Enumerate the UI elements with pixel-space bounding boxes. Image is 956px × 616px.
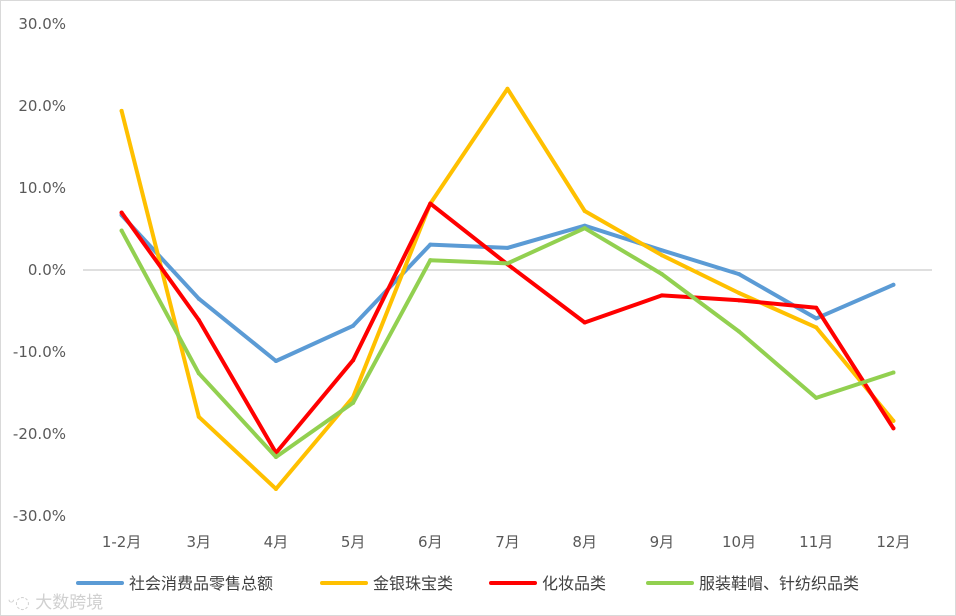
y-axis-labels: 30.0% 20.0% 10.0% 0.0% -10.0% -20.0% -30.0%: [13, 15, 66, 525]
data-point: [196, 318, 201, 323]
y-tick-label: -30.0%: [13, 507, 66, 525]
x-tick-label: 4月: [264, 533, 289, 551]
data-point: [891, 282, 896, 287]
data-point: [582, 226, 587, 231]
data-point: [351, 358, 356, 363]
watermark-icon: ᵕ◌: [8, 593, 30, 613]
data-point: [659, 272, 664, 277]
data-point: [505, 245, 510, 250]
data-point: [196, 414, 201, 419]
data-point: [351, 323, 356, 328]
data-point: [814, 325, 819, 330]
x-tick-label: 11月: [799, 533, 833, 551]
data-point: [582, 320, 587, 325]
data-point: [659, 248, 664, 253]
series-line-1: [119, 213, 896, 363]
data-point: [737, 298, 742, 303]
data-point: [428, 242, 433, 247]
data-point: [351, 400, 356, 405]
data-point: [119, 108, 124, 113]
data-point: [428, 201, 433, 206]
x-tick-label: 3月: [186, 533, 211, 551]
x-tick-label: 7月: [495, 533, 520, 551]
data-point: [814, 305, 819, 310]
data-point: [273, 454, 278, 459]
watermark-text: 大数跨境: [35, 593, 104, 613]
x-tick-label: 8月: [572, 533, 597, 551]
data-point: [891, 418, 896, 423]
x-tick-label: 5月: [341, 533, 366, 551]
data-point: [196, 296, 201, 301]
x-tick-label: 1-2月: [102, 533, 142, 551]
data-point: [891, 370, 896, 375]
x-tick-label: 6月: [418, 533, 443, 551]
data-point: [119, 228, 124, 233]
data-point: [737, 290, 742, 295]
watermark: ᵕ◌ 大数跨境: [8, 588, 103, 613]
data-point: [273, 359, 278, 364]
data-point: [273, 486, 278, 491]
x-tick-label: 12月: [876, 533, 910, 551]
legend-label: 化妆品类: [542, 574, 606, 593]
legend-label: 社会消费品零售总额: [129, 574, 273, 593]
data-point: [119, 210, 124, 215]
data-point: [891, 426, 896, 431]
data-point: [582, 208, 587, 213]
data-point: [737, 272, 742, 277]
y-tick-label: -20.0%: [13, 425, 66, 443]
data-point: [737, 329, 742, 334]
y-tick-label: 10.0%: [18, 179, 66, 197]
legend-label: 服装鞋帽、针纺织品类: [699, 574, 859, 593]
y-tick-label: 20.0%: [18, 97, 66, 115]
data-point: [505, 261, 510, 266]
y-tick-label: 0.0%: [28, 261, 66, 279]
x-axis-labels: 1-2月 3月 4月 5月 6月 7月 8月 9月 10月 11月 12月: [102, 533, 911, 551]
data-point: [659, 253, 664, 258]
data-point: [428, 258, 433, 263]
series-lines: [119, 86, 896, 491]
x-tick-label: 9月: [650, 533, 675, 551]
x-tick-label: 10月: [722, 533, 756, 551]
legend-label: 金银珠宝类: [373, 574, 453, 593]
data-point: [196, 371, 201, 376]
legend: 社会消费品零售总额 金银珠宝类 化妆品类 服装鞋帽、针纺织品类: [76, 574, 859, 593]
data-point: [814, 316, 819, 321]
y-tick-label: 30.0%: [18, 15, 66, 33]
series-line-2: [119, 86, 896, 491]
data-point: [505, 86, 510, 91]
data-point: [659, 293, 664, 298]
y-tick-label: -10.0%: [13, 343, 66, 361]
data-point: [814, 395, 819, 400]
